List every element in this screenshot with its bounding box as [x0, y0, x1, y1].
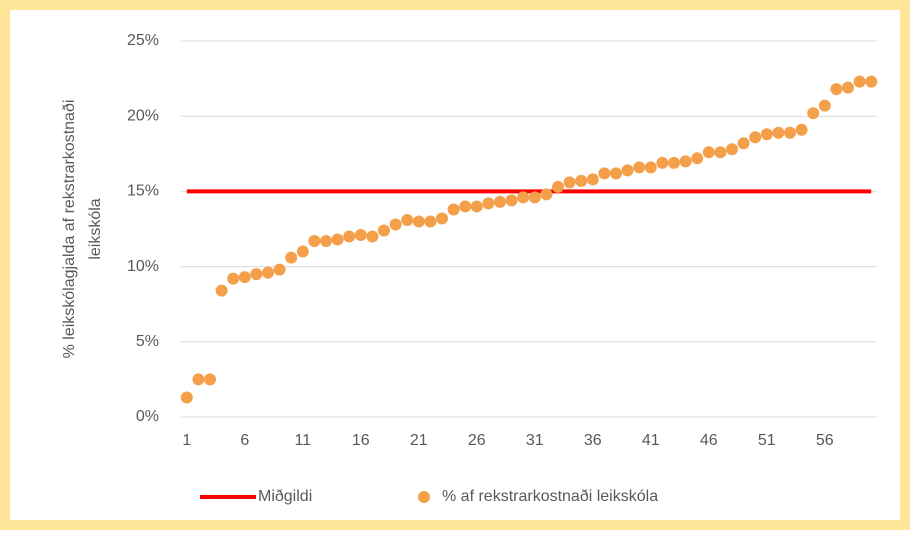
data-point	[389, 218, 402, 231]
data-point	[470, 200, 483, 213]
data-point	[250, 268, 263, 281]
data-point	[366, 230, 379, 243]
data-point	[505, 194, 518, 207]
x-tick-label: 26	[468, 432, 486, 449]
data-point	[586, 173, 599, 186]
data-point	[621, 164, 634, 177]
y-tick-label: 15%	[127, 183, 159, 200]
data-point	[308, 235, 321, 248]
data-point	[517, 191, 530, 204]
data-point	[354, 229, 367, 242]
data-point	[552, 180, 564, 193]
x-tick-label: 21	[410, 432, 428, 449]
x-tick-label: 56	[816, 432, 834, 449]
data-point	[807, 107, 820, 120]
data-point	[215, 284, 228, 297]
data-point	[842, 81, 854, 94]
data-point	[818, 99, 831, 112]
data-point	[714, 146, 727, 159]
data-point	[795, 123, 808, 136]
legend-swatch	[418, 491, 430, 503]
x-tick-label: 1	[182, 432, 191, 449]
data-point	[760, 128, 773, 141]
data-point	[610, 167, 622, 180]
data-point	[262, 266, 274, 279]
data-point	[540, 188, 553, 201]
data-point	[563, 176, 576, 189]
data-point	[436, 212, 448, 225]
data-point	[204, 373, 216, 386]
data-point	[401, 213, 414, 226]
x-tick-label: 11	[294, 432, 311, 449]
data-point	[459, 200, 472, 213]
data-point	[772, 126, 785, 139]
data-point	[482, 197, 495, 210]
data-point	[853, 75, 866, 88]
y-tick-label: 0%	[136, 408, 159, 425]
y-tick-label: 5%	[136, 333, 159, 350]
data-point	[320, 235, 332, 248]
data-point	[273, 263, 286, 276]
x-tick-label: 51	[758, 432, 776, 449]
x-tick-label: 41	[642, 432, 660, 449]
data-point	[192, 373, 205, 386]
data-point	[343, 230, 356, 243]
data-point	[656, 156, 669, 169]
data-point	[633, 161, 646, 174]
data-point	[598, 167, 611, 180]
x-tick-label: 6	[240, 432, 249, 449]
x-tick-label: 46	[700, 432, 718, 449]
y-axis-label: leikskóla	[87, 198, 104, 259]
x-tick-label: 31	[526, 432, 544, 449]
data-point	[424, 215, 437, 228]
data-point	[644, 161, 657, 174]
data-point	[691, 152, 704, 165]
data-point	[784, 126, 796, 139]
y-axis-label: % leikskólagjalda af rekstrarkostnaði	[61, 100, 78, 359]
legend-label: % af rekstrarkostnaði leikskóla	[442, 488, 658, 505]
y-tick-label: 10%	[127, 258, 159, 275]
data-point	[296, 245, 309, 258]
data-point	[668, 156, 680, 169]
data-point	[331, 233, 344, 246]
data-point	[865, 75, 878, 88]
data-point	[679, 155, 692, 168]
data-point	[285, 251, 298, 264]
data-point	[227, 272, 240, 285]
data-point	[180, 391, 193, 404]
y-tick-label: 25%	[127, 32, 159, 49]
data-point	[749, 131, 762, 144]
data-point	[238, 271, 251, 284]
x-tick-label: 36	[584, 432, 602, 449]
x-tick-label: 16	[352, 432, 370, 449]
legend-label: Miðgildi	[258, 488, 312, 505]
data-point	[726, 143, 738, 156]
data-point	[447, 203, 460, 216]
data-point	[737, 137, 750, 150]
data-point	[412, 215, 425, 228]
data-point	[528, 191, 541, 204]
chart-area	[10, 10, 900, 520]
y-tick-label: 20%	[127, 107, 159, 124]
data-point	[378, 224, 390, 237]
data-point	[702, 146, 715, 159]
data-point	[830, 83, 843, 96]
y-axis-title: % leikskólagjalda af rekstrarkostnaði le…	[61, 100, 104, 359]
data-point	[575, 174, 588, 187]
data-point	[494, 195, 506, 208]
